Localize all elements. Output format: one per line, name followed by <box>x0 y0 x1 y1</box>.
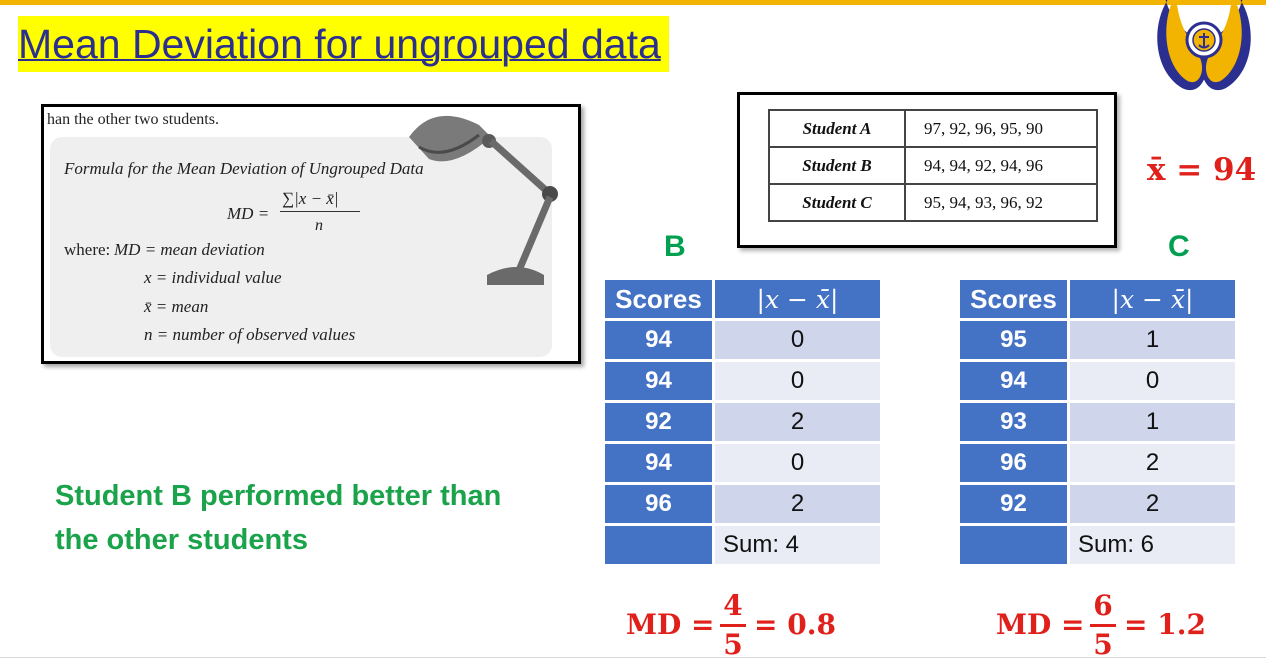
deviation-cell: 2 <box>1070 444 1235 482</box>
definition-md: MD = mean deviation <box>114 240 265 259</box>
desk-lamp-icon <box>409 115 558 285</box>
definition-x: x = individual value <box>144 268 282 287</box>
table-row: 96 2 <box>960 444 1235 482</box>
table-b-label: B <box>664 230 686 263</box>
empty-cell <box>605 526 712 564</box>
where-label: where: <box>64 240 111 259</box>
table-row: 96 2 <box>605 485 880 523</box>
mean-label: x̄ = 94 <box>1147 152 1257 188</box>
table-c-label: C <box>1168 230 1190 263</box>
table-header-row: Scores |x − x̄| <box>605 280 880 318</box>
student-row: Student A 97, 92, 96, 95, 90 <box>768 109 1098 148</box>
md-denominator: 5 <box>1093 628 1113 661</box>
table-row: 93 1 <box>960 403 1235 441</box>
sum-row: Sum: 6 <box>960 526 1235 564</box>
student-scores: 95, 94, 93, 96, 92 <box>904 183 1098 222</box>
md-fraction: 6 5 <box>1090 590 1116 661</box>
deviation-cell: 2 <box>1070 485 1235 523</box>
top-accent-bar <box>0 0 1266 5</box>
md-numerator: 6 <box>1093 589 1113 622</box>
md-lhs: MD = <box>626 608 715 641</box>
column-header-scores: Scores <box>960 280 1067 318</box>
md-fraction-bar <box>720 624 746 627</box>
student-row: Student C 95, 94, 93, 96, 92 <box>768 183 1098 222</box>
deviation-cell: 1 <box>1070 321 1235 359</box>
column-header-scores: Scores <box>605 280 712 318</box>
md-formula-c: MD = 6 5 = 1.2 <box>996 590 1216 661</box>
md-lhs: MD = <box>996 608 1085 641</box>
column-header-deviation: |x − x̄| <box>1070 280 1235 318</box>
score-cell: 96 <box>960 444 1067 482</box>
conclusion-text: Student B performed better than the othe… <box>55 480 502 556</box>
student-name: Student B <box>768 146 906 185</box>
formula-lhs: MD = <box>227 204 270 223</box>
column-header-deviation: |x − x̄| <box>715 280 880 318</box>
score-cell: 94 <box>960 362 1067 400</box>
md-result: = 0.8 <box>754 608 836 641</box>
university-logo <box>1157 0 1251 90</box>
table-row: 94 0 <box>960 362 1235 400</box>
formula-image-top-text: han the other two students. <box>47 111 219 128</box>
formula-numerator: ∑|x − x̄| <box>282 189 339 208</box>
deviation-cell: 1 <box>1070 403 1235 441</box>
score-cell: 92 <box>960 485 1067 523</box>
md-numerator: 4 <box>723 589 743 622</box>
deviation-cell: 0 <box>715 362 880 400</box>
table-row: 92 2 <box>960 485 1235 523</box>
students-scores-box: Student A 97, 92, 96, 95, 90 Student B 9… <box>737 92 1117 248</box>
score-cell: 94 <box>605 321 712 359</box>
empty-cell <box>960 526 1067 564</box>
deviation-cell: 0 <box>715 321 880 359</box>
deviation-cell: 0 <box>1070 362 1235 400</box>
sum-cell: Sum: 6 <box>1070 526 1235 564</box>
bottom-divider <box>0 657 1266 658</box>
student-row: Student B 94, 94, 92, 94, 96 <box>768 146 1098 185</box>
student-scores: 94, 94, 92, 94, 96 <box>904 146 1098 185</box>
score-cell: 96 <box>605 485 712 523</box>
md-fraction-bar <box>1090 624 1116 627</box>
score-cell: 92 <box>605 403 712 441</box>
sum-row: Sum: 4 <box>605 526 880 564</box>
formula-denominator: n <box>315 217 323 234</box>
score-cell: 94 <box>605 362 712 400</box>
formula-image: han the other two students. Formula for … <box>41 104 581 364</box>
table-row: 94 0 <box>605 321 880 359</box>
table-row: 94 0 <box>605 444 880 482</box>
students-scores-table: Student A 97, 92, 96, 95, 90 Student B 9… <box>768 109 1098 222</box>
student-scores: 97, 92, 96, 95, 90 <box>904 109 1098 148</box>
definition-n: n = number of observed values <box>144 325 356 344</box>
md-denominator: 5 <box>723 628 743 661</box>
definition-mean: x̄ = mean <box>144 297 209 316</box>
score-cell: 93 <box>960 403 1067 441</box>
table-header-row: Scores |x − x̄| <box>960 280 1235 318</box>
deviation-cell: 0 <box>715 444 880 482</box>
deviation-cell: 2 <box>715 403 880 441</box>
table-row: 94 0 <box>605 362 880 400</box>
student-name: Student A <box>768 109 906 148</box>
table-row: 92 2 <box>605 403 880 441</box>
deviation-cell: 2 <box>715 485 880 523</box>
student-name: Student C <box>768 183 906 222</box>
md-formula-b: MD = 4 5 = 0.8 <box>626 590 846 661</box>
md-result: = 1.2 <box>1124 608 1206 641</box>
score-cell: 95 <box>960 321 1067 359</box>
table-c: Scores |x − x̄| 95 1 94 0 93 1 96 2 92 2… <box>957 277 1238 567</box>
md-fraction: 4 5 <box>720 590 746 661</box>
table-b: Scores |x − x̄| 94 0 94 0 92 2 94 0 96 2… <box>602 277 883 567</box>
sum-cell: Sum: 4 <box>715 526 880 564</box>
slide-title: Mean Deviation for ungrouped data <box>18 16 669 72</box>
formula-card <box>50 137 552 357</box>
formula-fraction-bar <box>280 211 360 212</box>
score-cell: 94 <box>605 444 712 482</box>
formula-heading: Formula for the Mean Deviation of Ungrou… <box>64 159 424 178</box>
table-row: 95 1 <box>960 321 1235 359</box>
